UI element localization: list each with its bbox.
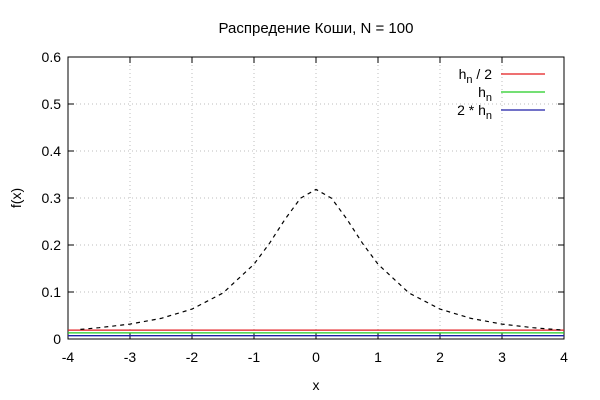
x-tick-label: -1 — [248, 349, 261, 365]
x-tick-label: 3 — [498, 349, 506, 365]
legend-label-3: 2 * hn — [457, 102, 492, 122]
density-curve — [80, 188, 565, 331]
series-group — [68, 329, 564, 337]
x-tick-label: -2 — [186, 349, 199, 365]
y-tick-label: 0.1 — [42, 284, 62, 300]
y-tick-label: 0 — [53, 331, 61, 347]
y-axis-label: f(x) — [8, 188, 24, 208]
y-tick-label: 0.4 — [42, 143, 62, 159]
chart-title: Распредение Коши, N = 100 — [219, 20, 414, 37]
x-tick-label: 0 — [312, 349, 320, 365]
legend-label-1: hn / 2 — [459, 66, 493, 86]
x-tick-label: -3 — [124, 349, 137, 365]
legend-label-2: hn — [478, 84, 492, 104]
y-tick-label: 0.2 — [42, 237, 62, 253]
y-tick-label: 0.5 — [42, 96, 62, 112]
x-tick-label: -4 — [62, 349, 75, 365]
y-tick-label: 0.6 — [42, 49, 62, 65]
x-tick-label: 2 — [436, 349, 444, 365]
x-tick-label: 1 — [374, 349, 382, 365]
x-tick-label: 4 — [560, 349, 568, 365]
grid — [68, 57, 564, 339]
y-tick-label: 0.3 — [42, 190, 62, 206]
x-axis-label: x — [313, 377, 320, 393]
